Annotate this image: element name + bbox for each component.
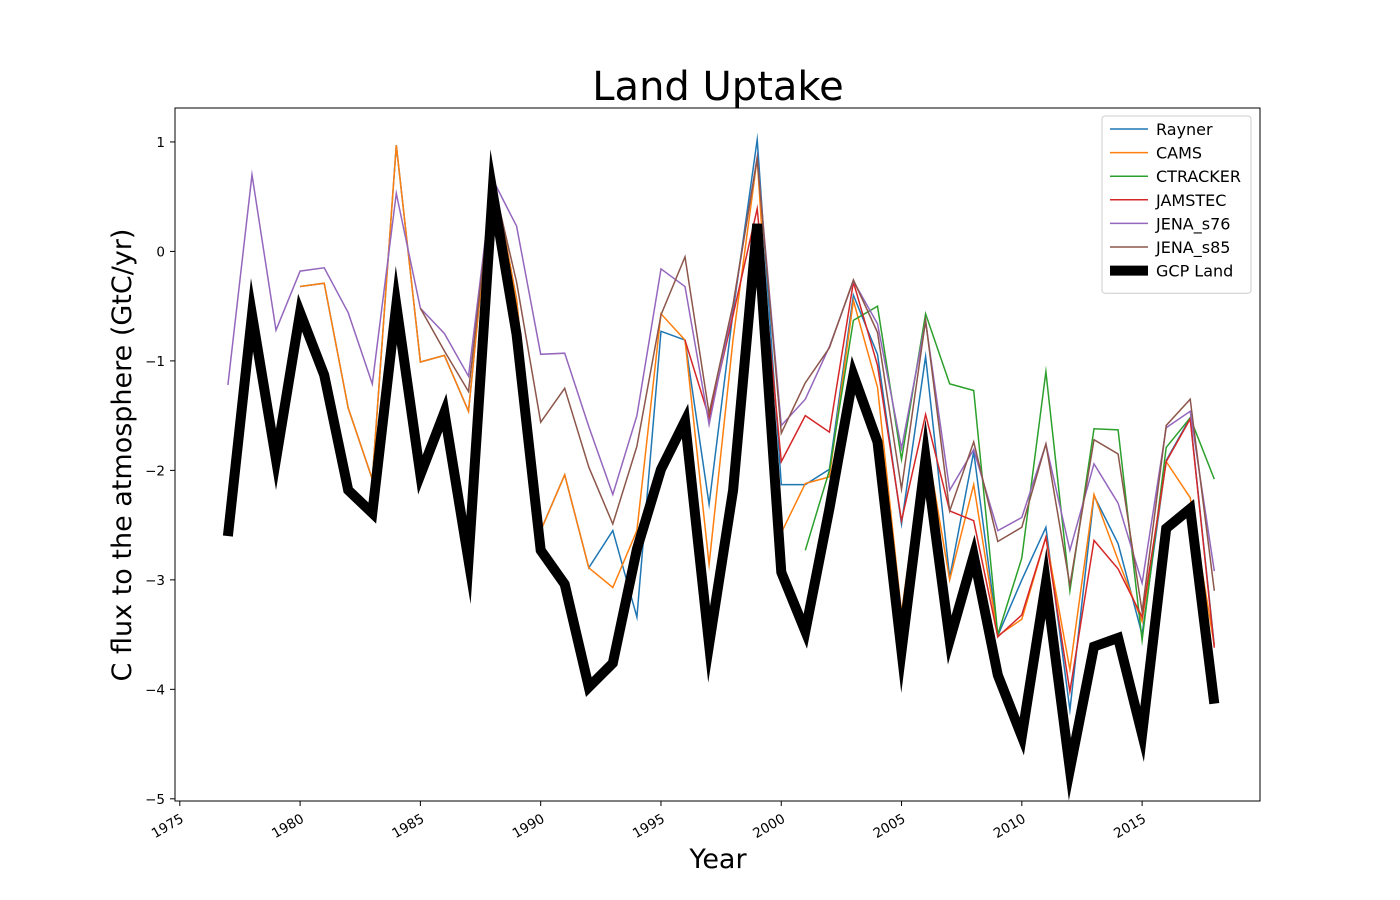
y-tick-label: −1 bbox=[145, 354, 165, 370]
legend-entry-label: JENA_s85 bbox=[1155, 238, 1230, 258]
chart-title: Land Uptake bbox=[592, 64, 843, 110]
legend: Rayner CAMS CTRACKER JAMSTEC JENA_s76 JENA_s8… bbox=[1101, 115, 1252, 294]
y-tick-label: −2 bbox=[145, 463, 165, 479]
series-line-gcp-land bbox=[222, 149, 1220, 801]
legend-entry-label: Rayner bbox=[1156, 120, 1213, 139]
x-axis-label: Year bbox=[688, 844, 747, 875]
y-tick-label: −3 bbox=[145, 573, 165, 589]
series-line-jena-s76 bbox=[227, 151, 1216, 587]
y-tick-label: −5 bbox=[145, 792, 165, 808]
legend-entry-label: JAMSTEC bbox=[1155, 191, 1226, 210]
y-axis-label: C flux to the atmosphere (GtC/yr) bbox=[107, 229, 138, 682]
legend-entry-label: CTRACKER bbox=[1156, 167, 1241, 186]
legend-entry-label: GCP Land bbox=[1156, 262, 1233, 281]
legend-entry-label: CAMS bbox=[1156, 144, 1202, 163]
legend-box bbox=[1101, 115, 1252, 294]
y-tick-label: −4 bbox=[145, 682, 165, 698]
y-tick-label: 1 bbox=[156, 135, 165, 151]
series-line-ctracker bbox=[804, 304, 1215, 647]
y-tick-label: 0 bbox=[156, 244, 165, 260]
series-lines bbox=[222, 132, 1220, 801]
series-line-jena-s85 bbox=[419, 152, 1216, 617]
legend-entry-label: JENA_s76 bbox=[1155, 214, 1230, 234]
plot-frame bbox=[174, 107, 1261, 802]
